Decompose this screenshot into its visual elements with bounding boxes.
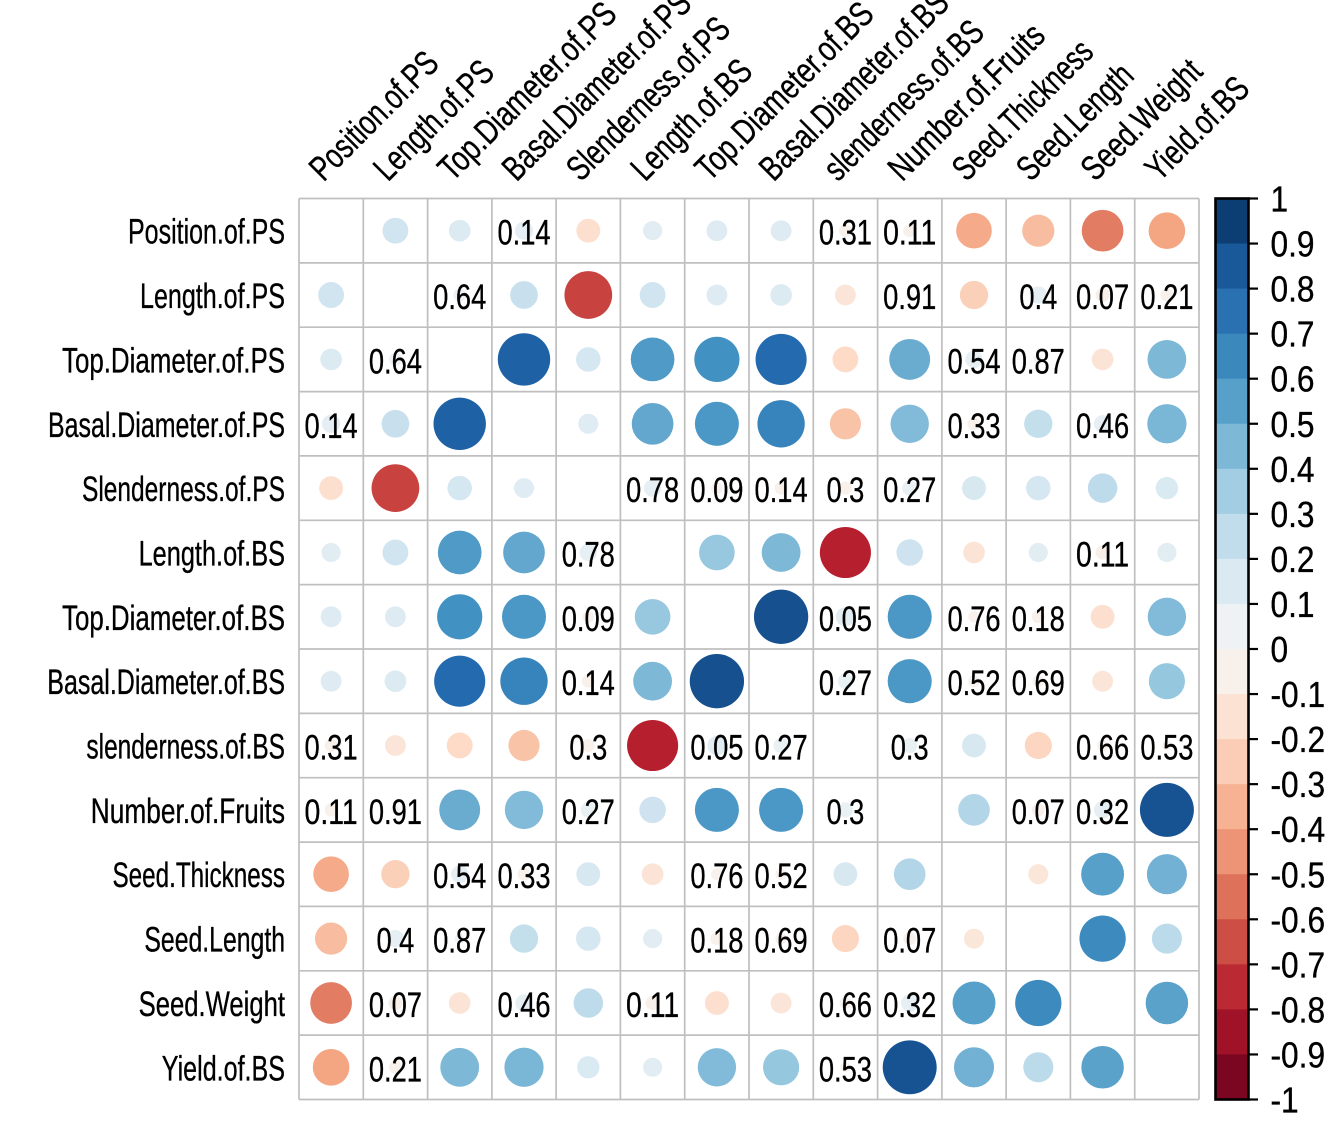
svg-text:0.3: 0.3 — [826, 471, 864, 510]
svg-text:-0.3: -0.3 — [1271, 764, 1326, 805]
svg-text:0.76: 0.76 — [690, 857, 743, 896]
svg-text:0.53: 0.53 — [819, 1050, 872, 1089]
svg-text:0.18: 0.18 — [1012, 600, 1065, 639]
svg-text:slenderness.of.BS: slenderness.of.BS — [86, 728, 285, 767]
svg-text:0.07: 0.07 — [369, 986, 422, 1025]
svg-text:0.07: 0.07 — [1076, 278, 1129, 317]
svg-text:0.46: 0.46 — [1076, 407, 1129, 446]
svg-text:0.05: 0.05 — [690, 729, 743, 768]
svg-text:Basal.Diameter.of.BS: Basal.Diameter.of.BS — [47, 663, 285, 702]
svg-text:0.52: 0.52 — [947, 664, 1000, 703]
svg-text:0.14: 0.14 — [562, 664, 615, 703]
svg-text:0.21: 0.21 — [369, 1050, 422, 1089]
svg-text:0.91: 0.91 — [883, 278, 936, 317]
svg-text:0.6: 0.6 — [1271, 359, 1315, 400]
svg-text:Slenderness.of.PS: Slenderness.of.PS — [82, 470, 285, 509]
svg-text:Basal.Diameter.of.PS: Basal.Diameter.of.PS — [48, 406, 285, 445]
svg-text:-0.8: -0.8 — [1271, 989, 1326, 1030]
svg-text:Number.of.Fruits: Number.of.Fruits — [91, 792, 285, 831]
svg-text:0.46: 0.46 — [497, 986, 550, 1025]
svg-text:0.32: 0.32 — [1076, 793, 1129, 832]
svg-text:0.31: 0.31 — [305, 729, 358, 768]
svg-text:0.87: 0.87 — [1012, 342, 1065, 381]
svg-text:0.54: 0.54 — [947, 342, 1000, 381]
svg-text:Yield.of.BS: Yield.of.BS — [162, 1049, 285, 1088]
svg-text:Length.of.PS: Length.of.PS — [140, 277, 285, 316]
svg-text:0.31: 0.31 — [819, 214, 872, 253]
svg-text:Length.of.BS: Length.of.BS — [139, 535, 285, 574]
svg-text:0.78: 0.78 — [562, 536, 615, 575]
svg-text:0.27: 0.27 — [562, 793, 615, 832]
svg-text:0.3: 0.3 — [826, 793, 864, 832]
svg-text:Seed.Weight: Seed.Weight — [139, 985, 286, 1024]
svg-text:0.78: 0.78 — [626, 471, 679, 510]
svg-text:0.64: 0.64 — [369, 342, 422, 381]
svg-text:0.52: 0.52 — [755, 857, 808, 896]
svg-text:Seed.Thickness: Seed.Thickness — [113, 856, 286, 895]
svg-text:-0.4: -0.4 — [1271, 809, 1326, 850]
svg-text:0.66: 0.66 — [1076, 729, 1129, 768]
svg-text:Position.of.PS: Position.of.PS — [128, 213, 285, 252]
svg-text:0.27: 0.27 — [883, 471, 936, 510]
svg-text:0.09: 0.09 — [690, 471, 743, 510]
svg-text:-0.6: -0.6 — [1271, 899, 1326, 940]
svg-text:0.3: 0.3 — [1271, 494, 1315, 535]
svg-text:0.07: 0.07 — [883, 922, 936, 961]
svg-text:0.66: 0.66 — [819, 986, 872, 1025]
svg-text:0.69: 0.69 — [1012, 664, 1065, 703]
svg-text:0.4: 0.4 — [376, 922, 414, 961]
svg-text:-0.7: -0.7 — [1271, 944, 1326, 985]
svg-text:0.4: 0.4 — [1271, 449, 1315, 490]
svg-text:0.54: 0.54 — [433, 857, 486, 896]
svg-text:0.53: 0.53 — [1140, 729, 1193, 768]
svg-text:0.33: 0.33 — [947, 407, 1000, 446]
svg-text:0.11: 0.11 — [883, 214, 936, 253]
svg-text:Seed.Length: Seed.Length — [144, 921, 285, 960]
svg-text:0.76: 0.76 — [947, 600, 1000, 639]
svg-text:0.21: 0.21 — [1140, 278, 1193, 317]
svg-text:0.27: 0.27 — [755, 729, 808, 768]
svg-text:0.11: 0.11 — [1076, 536, 1129, 575]
svg-text:0.11: 0.11 — [305, 793, 358, 832]
svg-text:0.3: 0.3 — [569, 729, 607, 768]
svg-text:0.32: 0.32 — [883, 986, 936, 1025]
svg-text:0.18: 0.18 — [690, 922, 743, 961]
svg-text:0.33: 0.33 — [497, 857, 550, 896]
svg-text:0.4: 0.4 — [1019, 278, 1057, 317]
svg-text:0.64: 0.64 — [433, 278, 486, 317]
svg-text:0.87: 0.87 — [433, 922, 486, 961]
svg-text:-0.5: -0.5 — [1271, 854, 1326, 895]
svg-text:0.1: 0.1 — [1271, 584, 1315, 625]
svg-text:-0.1: -0.1 — [1271, 674, 1326, 715]
svg-text:Top.Diameter.of.PS: Top.Diameter.of.PS — [62, 341, 285, 380]
svg-text:0.27: 0.27 — [819, 664, 872, 703]
svg-text:0.2: 0.2 — [1271, 539, 1315, 580]
svg-text:0.07: 0.07 — [1012, 793, 1065, 832]
svg-text:0.5: 0.5 — [1271, 404, 1315, 445]
svg-text:0.14: 0.14 — [755, 471, 808, 510]
svg-text:0.14: 0.14 — [497, 214, 550, 253]
svg-text:0.69: 0.69 — [755, 922, 808, 961]
svg-text:0.09: 0.09 — [562, 600, 615, 639]
svg-text:0: 0 — [1271, 629, 1289, 670]
svg-text:0.05: 0.05 — [819, 600, 872, 639]
svg-text:0.8: 0.8 — [1271, 269, 1315, 310]
svg-text:-0.2: -0.2 — [1271, 719, 1326, 760]
svg-text:Top.Diameter.of.BS: Top.Diameter.of.BS — [62, 599, 285, 638]
svg-text:0.3: 0.3 — [891, 729, 929, 768]
svg-text:0.91: 0.91 — [369, 793, 422, 832]
svg-text:1: 1 — [1271, 179, 1289, 220]
svg-text:0.9: 0.9 — [1271, 224, 1315, 265]
svg-text:0.11: 0.11 — [626, 986, 679, 1025]
svg-text:0.7: 0.7 — [1271, 314, 1315, 355]
svg-text:0.14: 0.14 — [305, 407, 358, 446]
svg-text:-1: -1 — [1271, 1080, 1299, 1121]
svg-text:-0.9: -0.9 — [1271, 1034, 1326, 1075]
